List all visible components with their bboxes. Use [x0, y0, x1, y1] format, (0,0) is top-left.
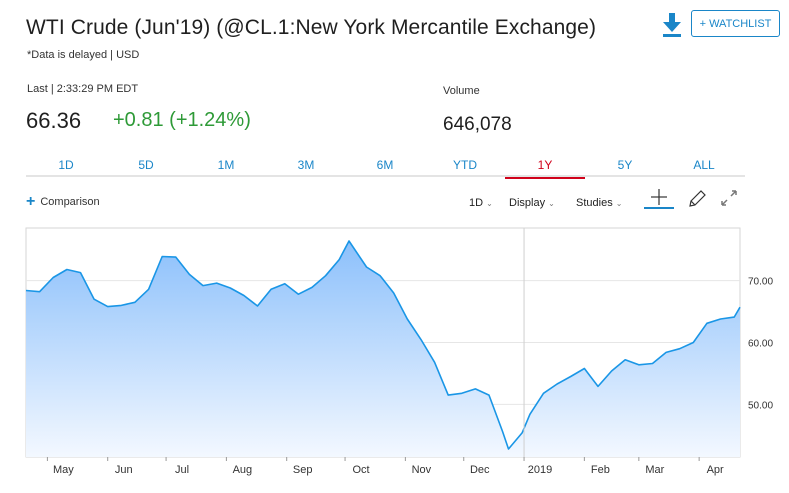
y-tick-label: 60.00 [748, 339, 773, 350]
x-tick-label: Apr [707, 464, 724, 476]
series-line [25, 240, 741, 450]
display-label: Display [509, 197, 546, 209]
studies-dropdown[interactable]: Studies ⌄ [576, 197, 622, 209]
x-tick-label: Mar [645, 464, 664, 476]
interval-dropdown[interactable]: 1D ⌄ [469, 197, 493, 209]
tab-ytd[interactable]: YTD [453, 158, 477, 172]
time-range-tabs: 1D 5D 1M 3M 6M YTD 1Y 5Y ALL [26, 155, 745, 179]
x-tick-label: Feb [591, 464, 610, 476]
x-tick-label: Aug [233, 464, 253, 476]
tab-5y[interactable]: 5Y [617, 158, 633, 172]
interval-label: 1D [469, 197, 484, 209]
draw-icon[interactable] [682, 187, 712, 209]
tab-6m[interactable]: 6M [376, 158, 394, 172]
x-tick-label: Nov [412, 464, 432, 476]
price-chart[interactable]: 50.00 60.00 70.00 May Jun Jul Aug Sep Oct Nov Dec 2… [0, 225, 789, 490]
studies-label: Studies [576, 197, 613, 209]
series-area [26, 241, 740, 457]
x-tick-label: May [53, 464, 74, 476]
tab-5d[interactable]: 5D [138, 158, 154, 172]
chevron-down-icon: ⌄ [548, 199, 555, 208]
comparison-label: Comparison [40, 196, 100, 208]
y-tick-label: 50.00 [748, 400, 773, 411]
x-tick-label: Dec [470, 464, 490, 476]
tab-3m[interactable]: 3M [297, 158, 315, 172]
x-tick-label: Sep [293, 464, 313, 476]
volume-label: Volume [443, 85, 480, 97]
data-delay-note: *Data is delayed | USD [27, 49, 140, 61]
x-tick-label: Oct [353, 464, 370, 476]
tab-1d[interactable]: 1D [58, 158, 74, 172]
y-tick-label: 70.00 [748, 277, 773, 288]
crosshair-icon[interactable] [644, 187, 674, 209]
volume-value: 646,078 [443, 114, 512, 135]
download-icon[interactable] [661, 12, 683, 38]
last-price: 66.36 [26, 108, 82, 133]
expand-icon[interactable] [714, 187, 744, 209]
chevron-down-icon: ⌄ [615, 199, 623, 208]
plus-icon: + [26, 193, 36, 210]
tab-1m[interactable]: 1M [217, 158, 235, 172]
page-title: WTI Crude (Jun'19) (@CL.1:New York Merca… [26, 16, 597, 39]
last-trade-time: Last | 2:33:29 PM EDT [27, 83, 139, 95]
tab-all[interactable]: ALL [693, 158, 715, 172]
x-tick-label: Jun [115, 464, 133, 476]
x-tick-label: 2019 [528, 464, 552, 476]
price-change: +0.81 (+1.24%) [113, 109, 251, 131]
comparison-button[interactable]: + Comparison [26, 193, 100, 210]
x-tick-label: Jul [175, 464, 189, 476]
tab-1y[interactable]: 1Y [505, 158, 585, 179]
display-dropdown[interactable]: Display ⌄ [509, 197, 555, 209]
add-to-watchlist-button[interactable]: + WATCHLIST [691, 10, 780, 37]
chevron-down-icon: ⌄ [486, 199, 493, 208]
